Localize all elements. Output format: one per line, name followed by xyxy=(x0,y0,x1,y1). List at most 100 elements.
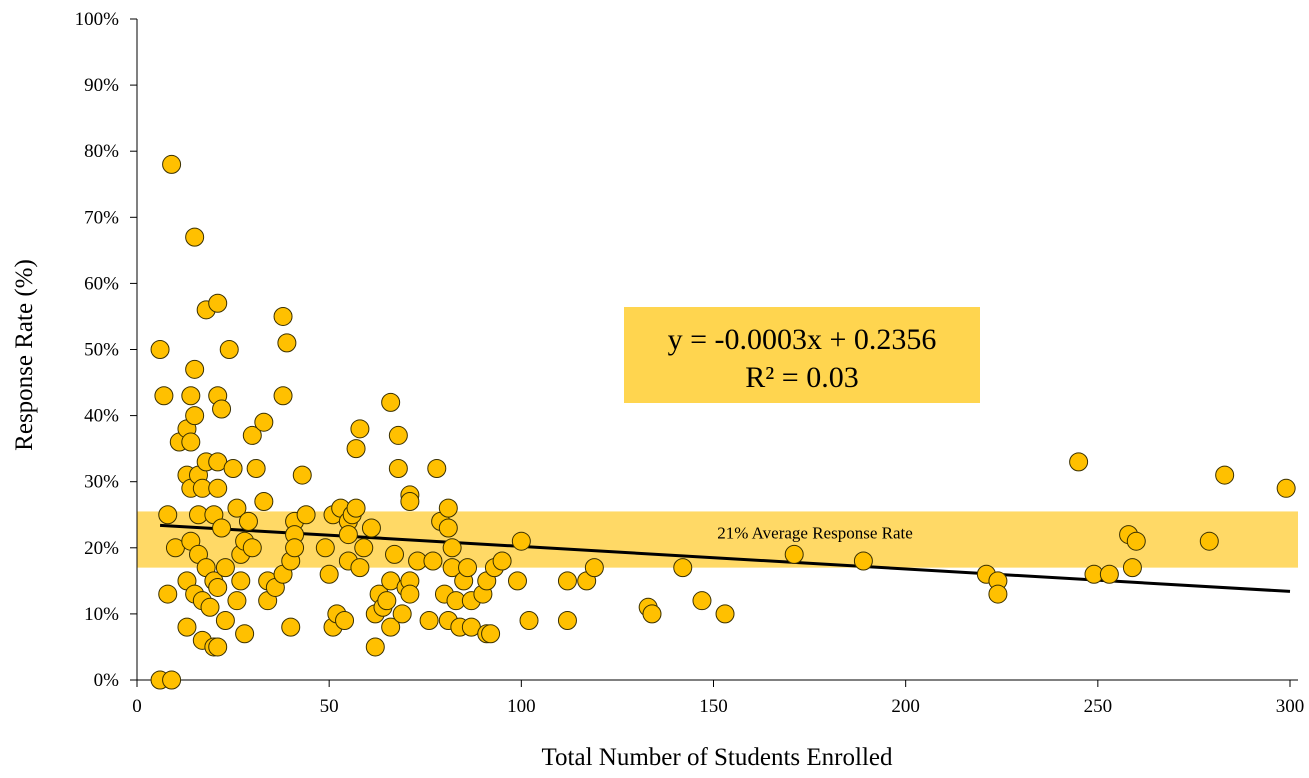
data-point xyxy=(215,611,235,631)
data-point xyxy=(584,558,604,578)
data-point xyxy=(315,538,335,558)
data-point xyxy=(438,498,458,518)
y-tick-label: 100% xyxy=(75,9,120,30)
data-point xyxy=(481,624,501,644)
data-point xyxy=(212,399,232,419)
data-point xyxy=(200,597,220,617)
data-point xyxy=(158,584,178,604)
data-point xyxy=(385,544,405,564)
data-point xyxy=(242,425,262,445)
data-point xyxy=(281,617,301,637)
x-axis-title: Total Number of Students Enrolled xyxy=(542,744,893,771)
data-point xyxy=(292,465,312,485)
data-point xyxy=(519,611,539,631)
data-point xyxy=(350,419,370,439)
data-point xyxy=(1126,531,1146,551)
data-point xyxy=(988,584,1008,604)
x-tick-label: 50 xyxy=(320,696,339,717)
data-point xyxy=(388,425,408,445)
data-point xyxy=(273,306,293,326)
data-point xyxy=(227,591,247,611)
x-tick-label: 100 xyxy=(507,696,536,717)
data-point xyxy=(219,340,239,359)
data-point xyxy=(254,492,274,512)
data-point xyxy=(1215,465,1235,485)
data-point xyxy=(338,525,358,545)
data-point xyxy=(400,492,420,512)
data-point xyxy=(185,406,205,426)
data-point xyxy=(1099,564,1119,584)
y-tick-label: 10% xyxy=(84,604,119,625)
data-point xyxy=(177,617,197,637)
data-point xyxy=(492,551,512,571)
data-point xyxy=(354,538,374,558)
data-point xyxy=(296,505,316,525)
data-point xyxy=(1199,531,1219,551)
trendline-equation: y = -0.0003x + 0.2356 xyxy=(668,323,937,356)
axes: 0% 10% 20% 30% 40% 50% 60% 70% 80% 90% 100% 0 50 100 1… xyxy=(75,9,1305,717)
y-tick-label: 80% xyxy=(84,141,119,162)
data-point xyxy=(208,577,228,597)
data-point xyxy=(507,571,527,591)
average-band-label: 21% Average Response Rate xyxy=(717,524,913,543)
x-tick-label: 150 xyxy=(699,696,728,717)
data-point xyxy=(273,386,293,406)
data-point xyxy=(238,511,258,531)
y-tick-label: 20% xyxy=(84,538,119,559)
data-point xyxy=(1276,478,1296,498)
equation-layer: y = -0.0003x + 0.2356 R² = 0.03 xyxy=(624,307,980,403)
y-tick-label: 40% xyxy=(84,406,119,427)
data-point xyxy=(208,637,228,657)
data-point xyxy=(853,551,873,571)
data-point xyxy=(442,538,462,558)
data-point xyxy=(557,571,577,591)
equation-box xyxy=(624,307,980,403)
data-point xyxy=(181,432,201,452)
r-squared-label: R² = 0.03 xyxy=(745,361,858,394)
data-point xyxy=(1069,452,1089,472)
data-point xyxy=(642,604,662,624)
data-point xyxy=(673,558,693,578)
data-point xyxy=(215,558,235,578)
data-point xyxy=(246,458,266,478)
y-tick-label: 90% xyxy=(84,75,119,96)
data-point xyxy=(692,591,712,611)
data-point xyxy=(392,604,412,624)
data-point xyxy=(557,611,577,631)
data-point xyxy=(158,505,178,525)
data-point xyxy=(458,558,478,578)
data-point xyxy=(185,359,205,379)
data-point xyxy=(381,392,401,412)
y-tick-label: 60% xyxy=(84,273,119,294)
data-point xyxy=(162,154,182,174)
data-point xyxy=(181,386,201,406)
data-point xyxy=(162,670,182,690)
data-point xyxy=(427,458,447,478)
data-point xyxy=(438,518,458,538)
data-point xyxy=(231,571,251,591)
data-point xyxy=(784,544,804,564)
x-tick-label: 200 xyxy=(891,696,920,717)
data-point xyxy=(388,458,408,478)
x-tick-label: 0 xyxy=(132,696,142,717)
data-point xyxy=(419,611,439,631)
y-tick-label: 70% xyxy=(84,207,119,228)
data-points xyxy=(150,154,1296,690)
data-point xyxy=(208,478,228,498)
data-point xyxy=(227,498,247,518)
x-tick-label: 250 xyxy=(1084,696,1113,717)
y-tick-label: 50% xyxy=(84,340,119,361)
data-point xyxy=(350,558,370,578)
data-point xyxy=(235,624,255,644)
data-point xyxy=(277,333,297,353)
data-point xyxy=(319,564,339,584)
data-point xyxy=(150,340,170,359)
data-point xyxy=(346,439,366,459)
data-point xyxy=(365,637,385,657)
data-point xyxy=(511,531,531,551)
x-tick-label: 300 xyxy=(1276,696,1305,717)
data-point xyxy=(254,412,274,432)
data-point xyxy=(377,591,397,611)
data-point xyxy=(361,518,381,538)
